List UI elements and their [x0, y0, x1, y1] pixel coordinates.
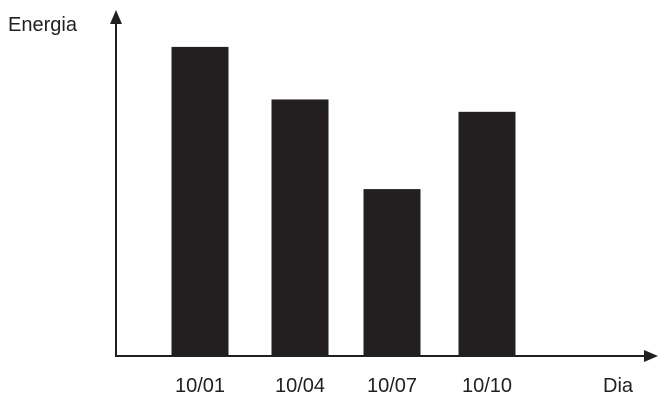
bar-2: [363, 189, 421, 356]
bars-group: [171, 46, 516, 357]
x-tick-label-1: 10/04: [275, 375, 325, 393]
y-axis-arrow: [110, 10, 122, 24]
x-tick-label-2: 10/07: [367, 375, 417, 393]
y-axis-label: Energia: [8, 14, 78, 36]
x-tick-label-0: 10/01: [175, 375, 225, 393]
x-tick-label-3: 10/10: [462, 375, 512, 393]
bar-0: [171, 46, 229, 357]
bar-3: [458, 111, 516, 357]
bar-1: [271, 99, 329, 357]
x-axis-label: Dia: [603, 375, 634, 393]
x-axis-arrow: [644, 350, 658, 362]
category-labels-group: 10/01 10/04 10/07 10/10: [175, 375, 512, 393]
